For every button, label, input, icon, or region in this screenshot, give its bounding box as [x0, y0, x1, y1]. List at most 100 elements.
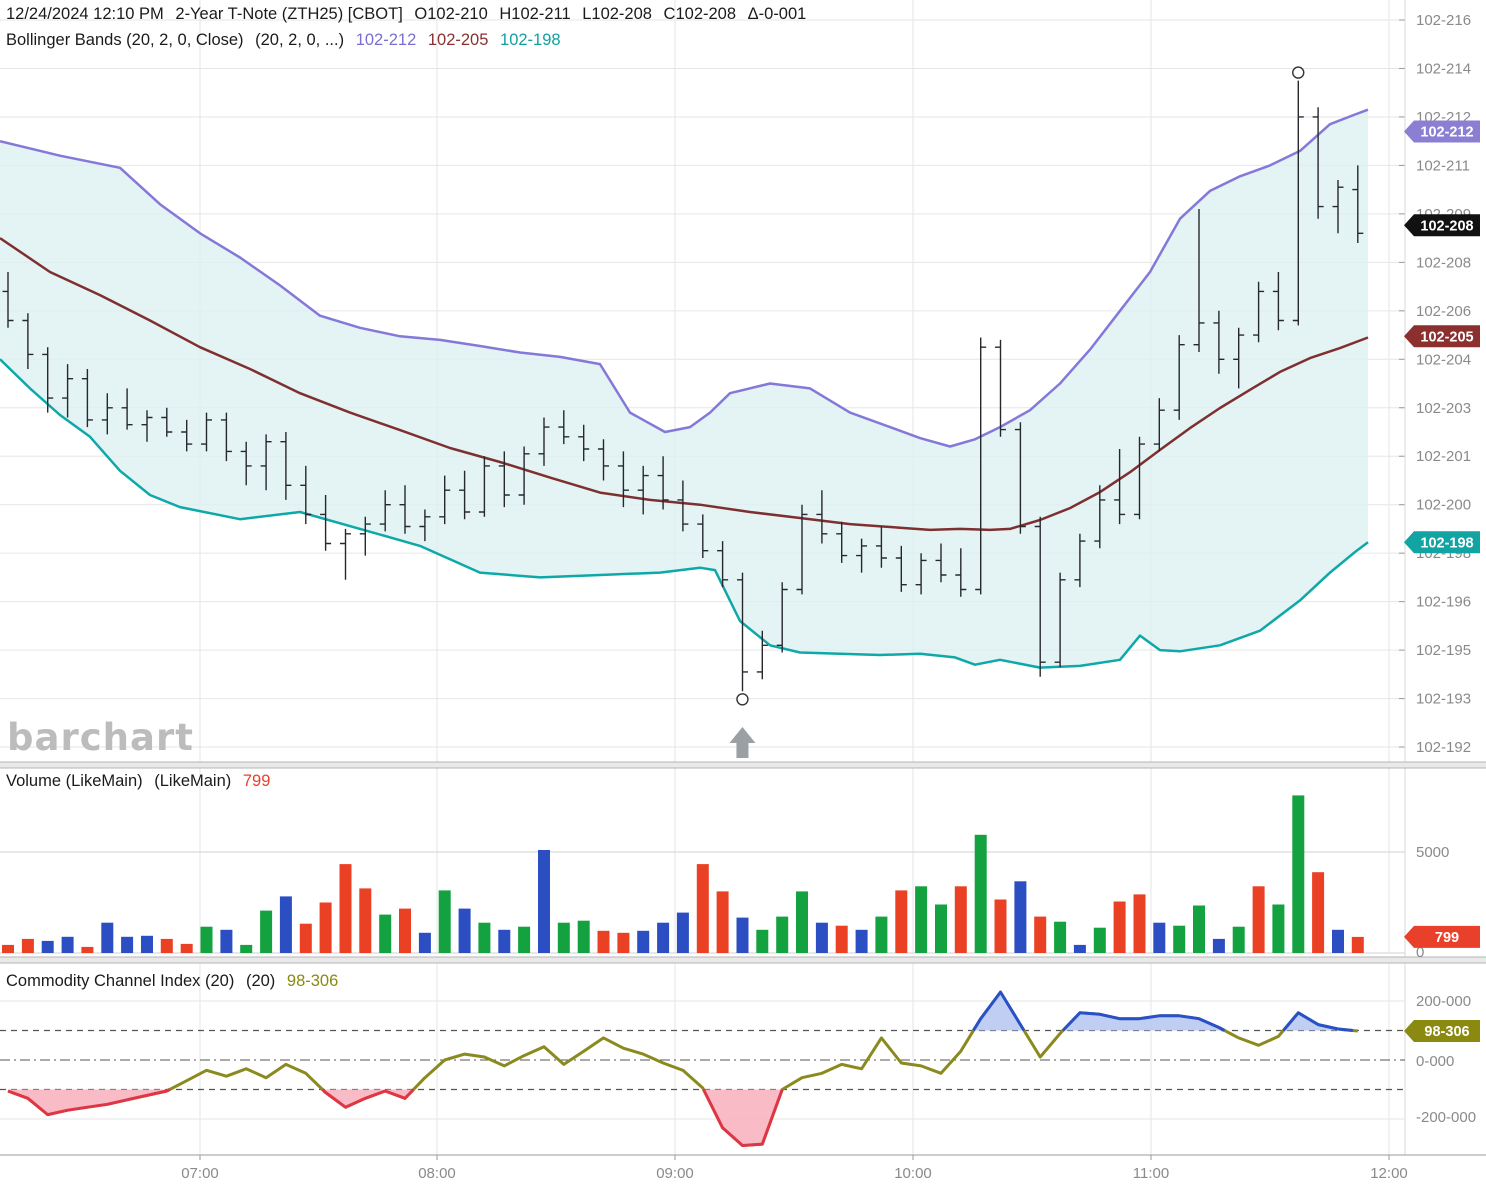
- price-axis-label: 102-195: [1416, 642, 1471, 659]
- volume-bar: [736, 917, 749, 953]
- cci-last-value: 98-306: [286, 972, 339, 990]
- time-axis-label: 10:00: [894, 1165, 932, 1182]
- time-axis-label: 09:00: [656, 1165, 694, 1182]
- volume-bar: [379, 914, 392, 953]
- volume-bar: [220, 929, 233, 953]
- cci-region-fill: [8, 1089, 170, 1115]
- price-axis-label: 102-206: [1416, 303, 1471, 320]
- volume-bar: [855, 929, 868, 953]
- volume-bar: [81, 946, 94, 953]
- volume-bar: [815, 922, 828, 953]
- price-axis-label: 102-204: [1416, 351, 1471, 368]
- volume-bar: [935, 904, 947, 953]
- volume-bar: [260, 910, 273, 953]
- volume-bar: [1212, 938, 1225, 953]
- pane-separator: [0, 762, 1486, 768]
- volume-bar: [2, 944, 14, 953]
- bb-mid-badge: 102-205: [1420, 329, 1473, 345]
- cci-axis-label: -200-000: [1416, 1109, 1476, 1126]
- volume-bar: [1252, 886, 1265, 953]
- price-axis-label: 102-200: [1416, 497, 1471, 514]
- header-high: H102-211: [499, 5, 571, 23]
- volume-bar: [776, 916, 789, 953]
- bb-mid-badge-shape: [1404, 325, 1480, 348]
- volume-bar: [478, 922, 491, 953]
- bollinger-label[interactable]: Bollinger Bands (20, 2, 0, Close): [6, 31, 244, 49]
- cci-badge-shape: [1404, 1020, 1480, 1043]
- volume-label[interactable]: Volume (LikeMain): [6, 772, 143, 790]
- volume-bar: [1073, 944, 1086, 953]
- volume-bar: [41, 940, 54, 953]
- volume-bar: [141, 935, 153, 953]
- bollinger-band-fill: [0, 109, 1368, 668]
- volume-bar: [716, 891, 729, 953]
- price-axis-label: 102-208: [1416, 254, 1471, 271]
- volume-axis-label: 5000: [1416, 844, 1449, 861]
- volume-bar: [1173, 925, 1186, 953]
- cci-axis-label: 0-000: [1416, 1053, 1454, 1070]
- bollinger-mid-value: 102-205: [427, 31, 489, 49]
- header-close: C102-208: [663, 5, 737, 23]
- bollinger-lower-line: [0, 358, 1369, 669]
- volume-bar: [180, 943, 193, 953]
- volume-bar: [617, 932, 630, 953]
- volume-bar: [1014, 881, 1027, 953]
- bollinger-params[interactable]: (20, 2, 0, ...): [255, 31, 345, 49]
- volume-bar: [954, 886, 967, 953]
- bb-lower-badge: 102-198: [1420, 535, 1473, 551]
- last-price-badge: 102-208: [1420, 218, 1473, 234]
- volume-bar: [458, 908, 471, 953]
- barchart-logo: barchart: [7, 716, 194, 759]
- volume-bar: [121, 936, 134, 953]
- volume-bar: [676, 912, 689, 953]
- volume-bar: [1153, 922, 1166, 953]
- volume-bar: [359, 888, 372, 953]
- volume-bar: [1312, 872, 1325, 953]
- header-symbol: 2-Year T-Note (ZTH25) [CBOT]: [175, 5, 403, 23]
- cci-badge: 98-306: [1424, 1024, 1469, 1040]
- volume-bar: [557, 922, 570, 953]
- volume-bar: [160, 938, 173, 953]
- volume-bar: [637, 930, 650, 953]
- volume-bar: [1054, 921, 1067, 953]
- volume-bar: [1232, 926, 1245, 953]
- volume-bar: [577, 920, 590, 953]
- volume-bar: [657, 922, 670, 953]
- cci-pane-title: Commodity Channel Index (20) (20) 98-306: [6, 972, 345, 991]
- volume-bar: [1193, 905, 1205, 953]
- time-axis-label: 12:00: [1370, 1165, 1408, 1182]
- volume-bar: [438, 890, 451, 953]
- volume-last-value: 799: [242, 772, 271, 790]
- cci-region-fill: [322, 1089, 414, 1108]
- volume-badge: 799: [1435, 930, 1459, 946]
- price-axis-label: 102-196: [1416, 594, 1471, 611]
- cci-region-line: [1061, 1011, 1226, 1032]
- cci-region-fill: [1283, 1012, 1353, 1031]
- volume-bar: [895, 890, 908, 953]
- last-price-badge-shape: [1404, 214, 1480, 237]
- price-axis-label: 102-203: [1416, 400, 1471, 417]
- bb-lower-badge-shape: [1404, 531, 1480, 554]
- volume-bar: [994, 899, 1007, 953]
- price-axis-label: 102-201: [1416, 448, 1471, 465]
- volume-bar: [974, 834, 987, 953]
- cci-region-fill: [1062, 1012, 1225, 1031]
- volume-bar: [101, 922, 114, 953]
- cci-region-fill: [973, 992, 1024, 1031]
- price-axis-label: 102-214: [1416, 60, 1471, 77]
- cci-label[interactable]: Commodity Channel Index (20): [6, 972, 235, 990]
- volume-pane-title: Volume (LikeMain) (LikeMain) 799: [6, 772, 277, 791]
- header-datetime: 12/24/2024 12:10 PM: [6, 5, 164, 23]
- bollinger-lower-value: 102-198: [500, 31, 561, 49]
- volume-bar: [319, 902, 332, 953]
- volume-bar: [538, 850, 550, 953]
- volume-bar: [418, 932, 431, 953]
- volume-bar: [1113, 901, 1126, 953]
- header-change: Δ-0-001: [747, 5, 807, 23]
- price-axis-label: 102-192: [1416, 739, 1471, 756]
- volume-bar: [299, 923, 312, 953]
- time-axis-label: 11:00: [1133, 1165, 1169, 1182]
- volume-badge-shape: [1404, 925, 1480, 948]
